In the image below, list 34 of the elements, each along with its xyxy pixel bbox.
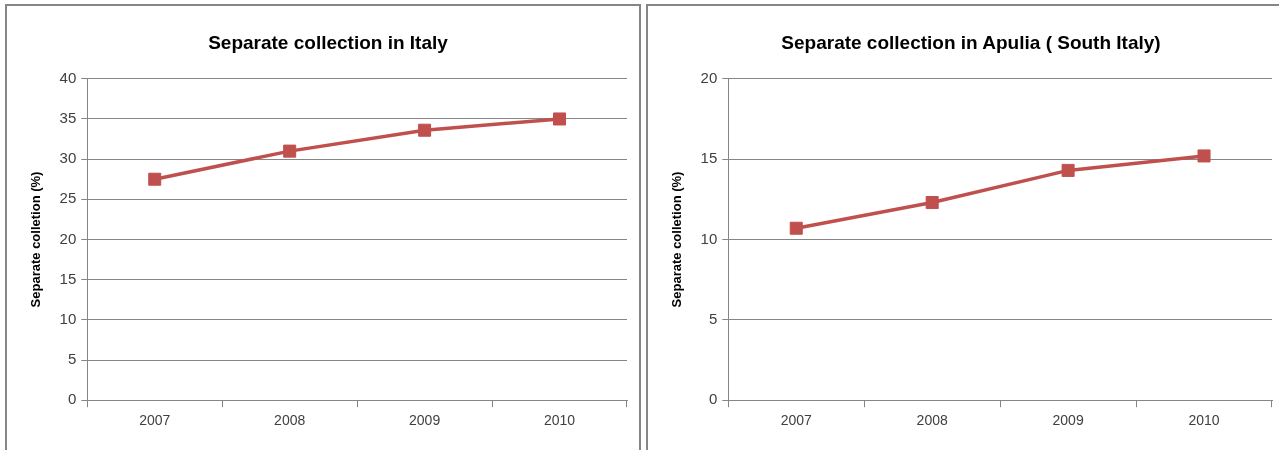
x-tick-label: 2009: [1052, 412, 1084, 429]
y-axis-title: Separate colletion (%): [28, 171, 44, 308]
x-tick-label: 2008: [916, 412, 948, 429]
x-tick-label: 2010: [1188, 412, 1220, 429]
y-tick-label: 0: [708, 390, 718, 408]
y-tick-label: 35: [59, 109, 77, 127]
point: [283, 144, 297, 158]
y-tick-label: 10: [59, 309, 77, 327]
y-tick-label: 15: [59, 269, 77, 287]
x-tick-label: 2010: [543, 412, 576, 429]
y-tick-label: 10: [700, 229, 718, 247]
y-tick-label: 15: [700, 149, 718, 167]
y-tick-label: 20: [700, 68, 718, 86]
y-tick-label: 5: [67, 350, 77, 368]
x-tick-label: 2009: [409, 412, 441, 429]
point: [148, 172, 162, 186]
x-tick-label: 2007: [780, 412, 813, 429]
y-tick-label: 40: [59, 68, 77, 86]
point: [418, 123, 432, 137]
point: [1061, 163, 1075, 177]
y-tick-label: 30: [59, 149, 77, 167]
x-tick-label: 2008: [274, 412, 306, 429]
y-tick-label: 5: [708, 309, 718, 327]
chart-title: Separate collection in Apulia ( South Italy): [781, 31, 1161, 53]
point: [1197, 149, 1211, 163]
point: [789, 221, 803, 235]
point: [925, 196, 939, 210]
y-axis-title: Separate colletion (%): [669, 171, 685, 308]
chart-title: Separate collection in Italy: [208, 31, 449, 53]
x-tick-label: 2007: [139, 412, 171, 429]
point: [553, 112, 567, 126]
y-tick-label: 20: [59, 229, 77, 247]
y-tick-label: 0: [67, 390, 77, 408]
y-tick-label: 25: [59, 189, 77, 207]
